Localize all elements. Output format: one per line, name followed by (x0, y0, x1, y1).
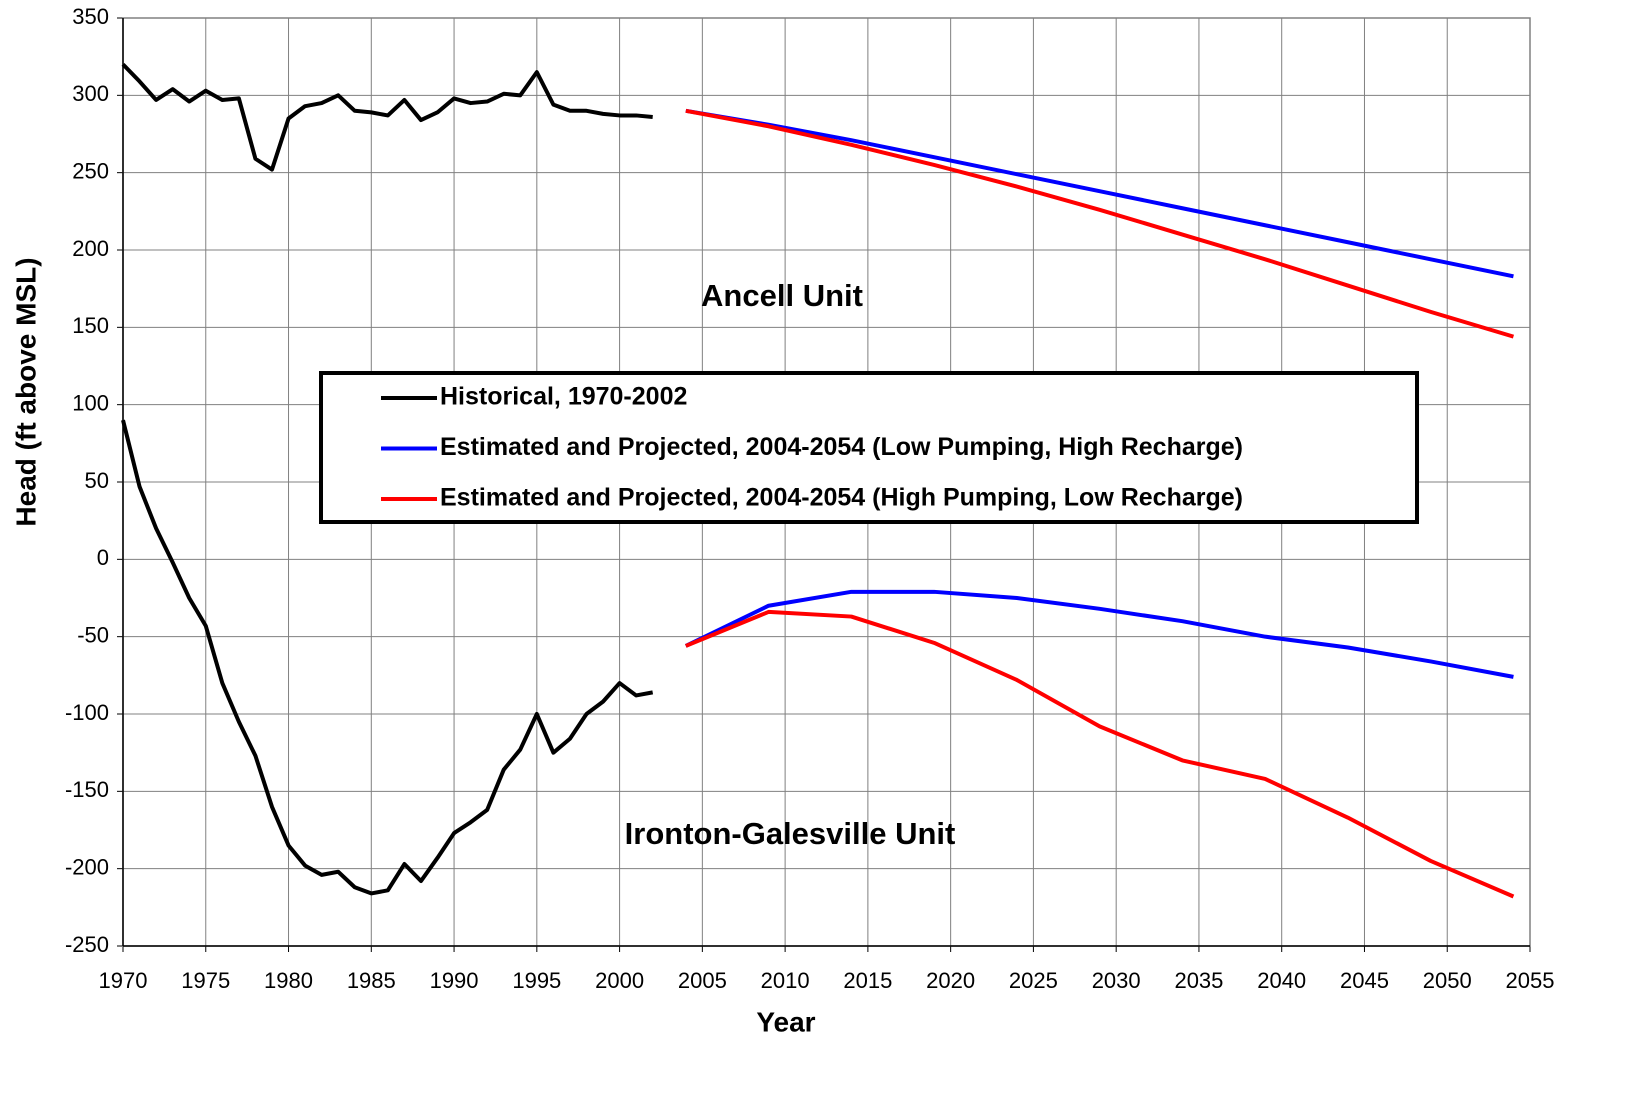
x-tick-label: 1970 (99, 968, 148, 993)
y-tick-label: 150 (72, 313, 109, 338)
x-tick-label: 1980 (264, 968, 313, 993)
x-tick-label: 1975 (181, 968, 230, 993)
x-tick-label: 2000 (595, 968, 644, 993)
x-tick-label: 2050 (1423, 968, 1472, 993)
x-tick-label: 2040 (1257, 968, 1306, 993)
x-tick-label: 2035 (1174, 968, 1223, 993)
legend-label: Estimated and Projected, 2004-2054 (High… (440, 484, 1243, 512)
x-tick-label: 2055 (1506, 968, 1555, 993)
x-tick-label: 2005 (678, 968, 727, 993)
data-line (685, 108, 1515, 339)
x-tick-label: 2010 (761, 968, 810, 993)
y-tick-label: 250 (72, 158, 109, 183)
y-tick-label: -100 (65, 700, 109, 725)
annotation: Ancell Unit (701, 278, 863, 313)
annotation: Ironton-Galesville Unit (625, 816, 956, 851)
y-tick-label: 350 (72, 4, 109, 29)
x-tick-label: 2030 (1092, 968, 1141, 993)
y-tick-label: 200 (72, 236, 109, 261)
data-line (685, 108, 1514, 279)
y-tick-label: 300 (72, 81, 109, 106)
y-tick-label: -150 (65, 777, 109, 802)
x-tick-label: 2015 (843, 968, 892, 993)
x-axis-title: Year (756, 1006, 815, 1037)
legend-box (319, 371, 1419, 524)
y-tick-label: -250 (65, 932, 109, 957)
x-tick-label: 1995 (512, 968, 561, 993)
y-tick-label: 0 (97, 545, 109, 570)
data-line (121, 419, 654, 896)
legend-label: Historical, 1970-2002 (440, 383, 687, 411)
x-tick-label: 1985 (347, 968, 396, 993)
y-tick-label: 50 (85, 468, 109, 493)
y-tick-label: -50 (77, 622, 109, 647)
x-tick-label: 2020 (926, 968, 975, 993)
x-tick-label: 2045 (1340, 968, 1389, 993)
y-tick-label: -200 (65, 854, 109, 879)
y-axis-title: Head (ft above MSL) (10, 257, 41, 526)
legend-label: Estimated and Projected, 2004-2054 (Low … (440, 433, 1243, 461)
x-tick-label: 2025 (1009, 968, 1058, 993)
data-line (684, 589, 1514, 679)
y-tick-label: 100 (72, 390, 109, 415)
data-line (121, 63, 653, 172)
x-tick-label: 1990 (430, 968, 479, 993)
data-line (685, 609, 1515, 899)
